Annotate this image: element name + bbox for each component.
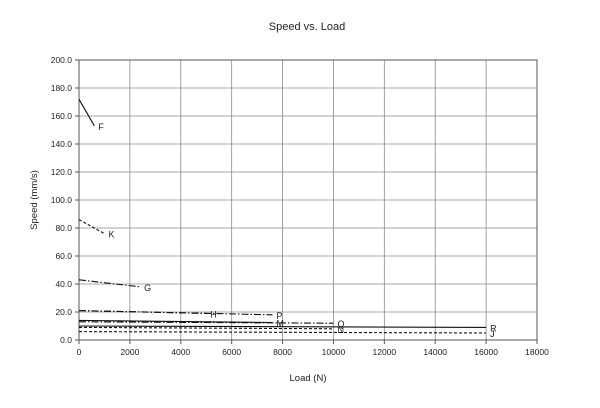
chart-title: Speed vs. Load [269,21,345,33]
plot-frame [78,59,538,341]
y-tick-label: 80.0 [55,223,72,233]
x-tick-label: 2000 [120,347,139,357]
y-tick-label: 60.0 [55,251,72,261]
series-label-f: F [98,122,104,132]
series-label-q: Q [337,319,344,329]
series-label-p: P [276,311,282,321]
x-tick-label: 8000 [273,347,292,357]
tick-labels: 0 2000 4000 6000 8000 10000 12000 14000 16000 180… [51,55,549,357]
series-label-r: R [490,323,497,333]
grid [75,59,538,344]
y-tick-label: 100.0 [51,195,73,205]
x-tick-label: 10000 [322,347,346,357]
series-labels: F K G H PM QN RJ [98,122,497,339]
y-tick-label: 160.0 [51,111,73,121]
y-tick-label: 120.0 [51,167,73,177]
x-axis-label: Load (N) [290,373,327,384]
x-tick-label: 12000 [373,347,397,357]
series-line-k [78,219,105,235]
x-tick-label: 4000 [171,347,190,357]
series-line-n [78,326,334,330]
series-line-j [78,331,487,334]
series-label-h: H [210,309,217,319]
y-tick-label: 20.0 [55,307,72,317]
series [78,98,487,334]
series-line-g [78,279,141,288]
series-label-m: M [276,319,284,329]
series-label-k: K [108,230,114,240]
y-tick-label: 180.0 [51,83,73,93]
series-line-f [78,98,95,127]
series-label-j: J [490,329,495,339]
y-tick-label: 40.0 [55,279,72,289]
series-line-p [78,310,273,316]
x-tick-label: 6000 [222,347,241,357]
y-tick-label: 140.0 [51,139,73,149]
series-line-r [78,325,487,328]
x-tick-label: 0 [77,347,82,357]
series-line-m [78,319,273,324]
y-tick-label: 0.0 [60,335,72,345]
series-label-g: G [144,283,151,293]
x-tick-label: 16000 [474,347,498,357]
x-tick-label: 14000 [423,347,447,357]
y-axis-label: Speed (mm/s) [29,170,40,230]
series-label-n: N [337,325,344,335]
x-tick-label: 18000 [525,347,549,357]
series-line-q [78,321,334,324]
y-tick-label: 200.0 [51,55,73,65]
